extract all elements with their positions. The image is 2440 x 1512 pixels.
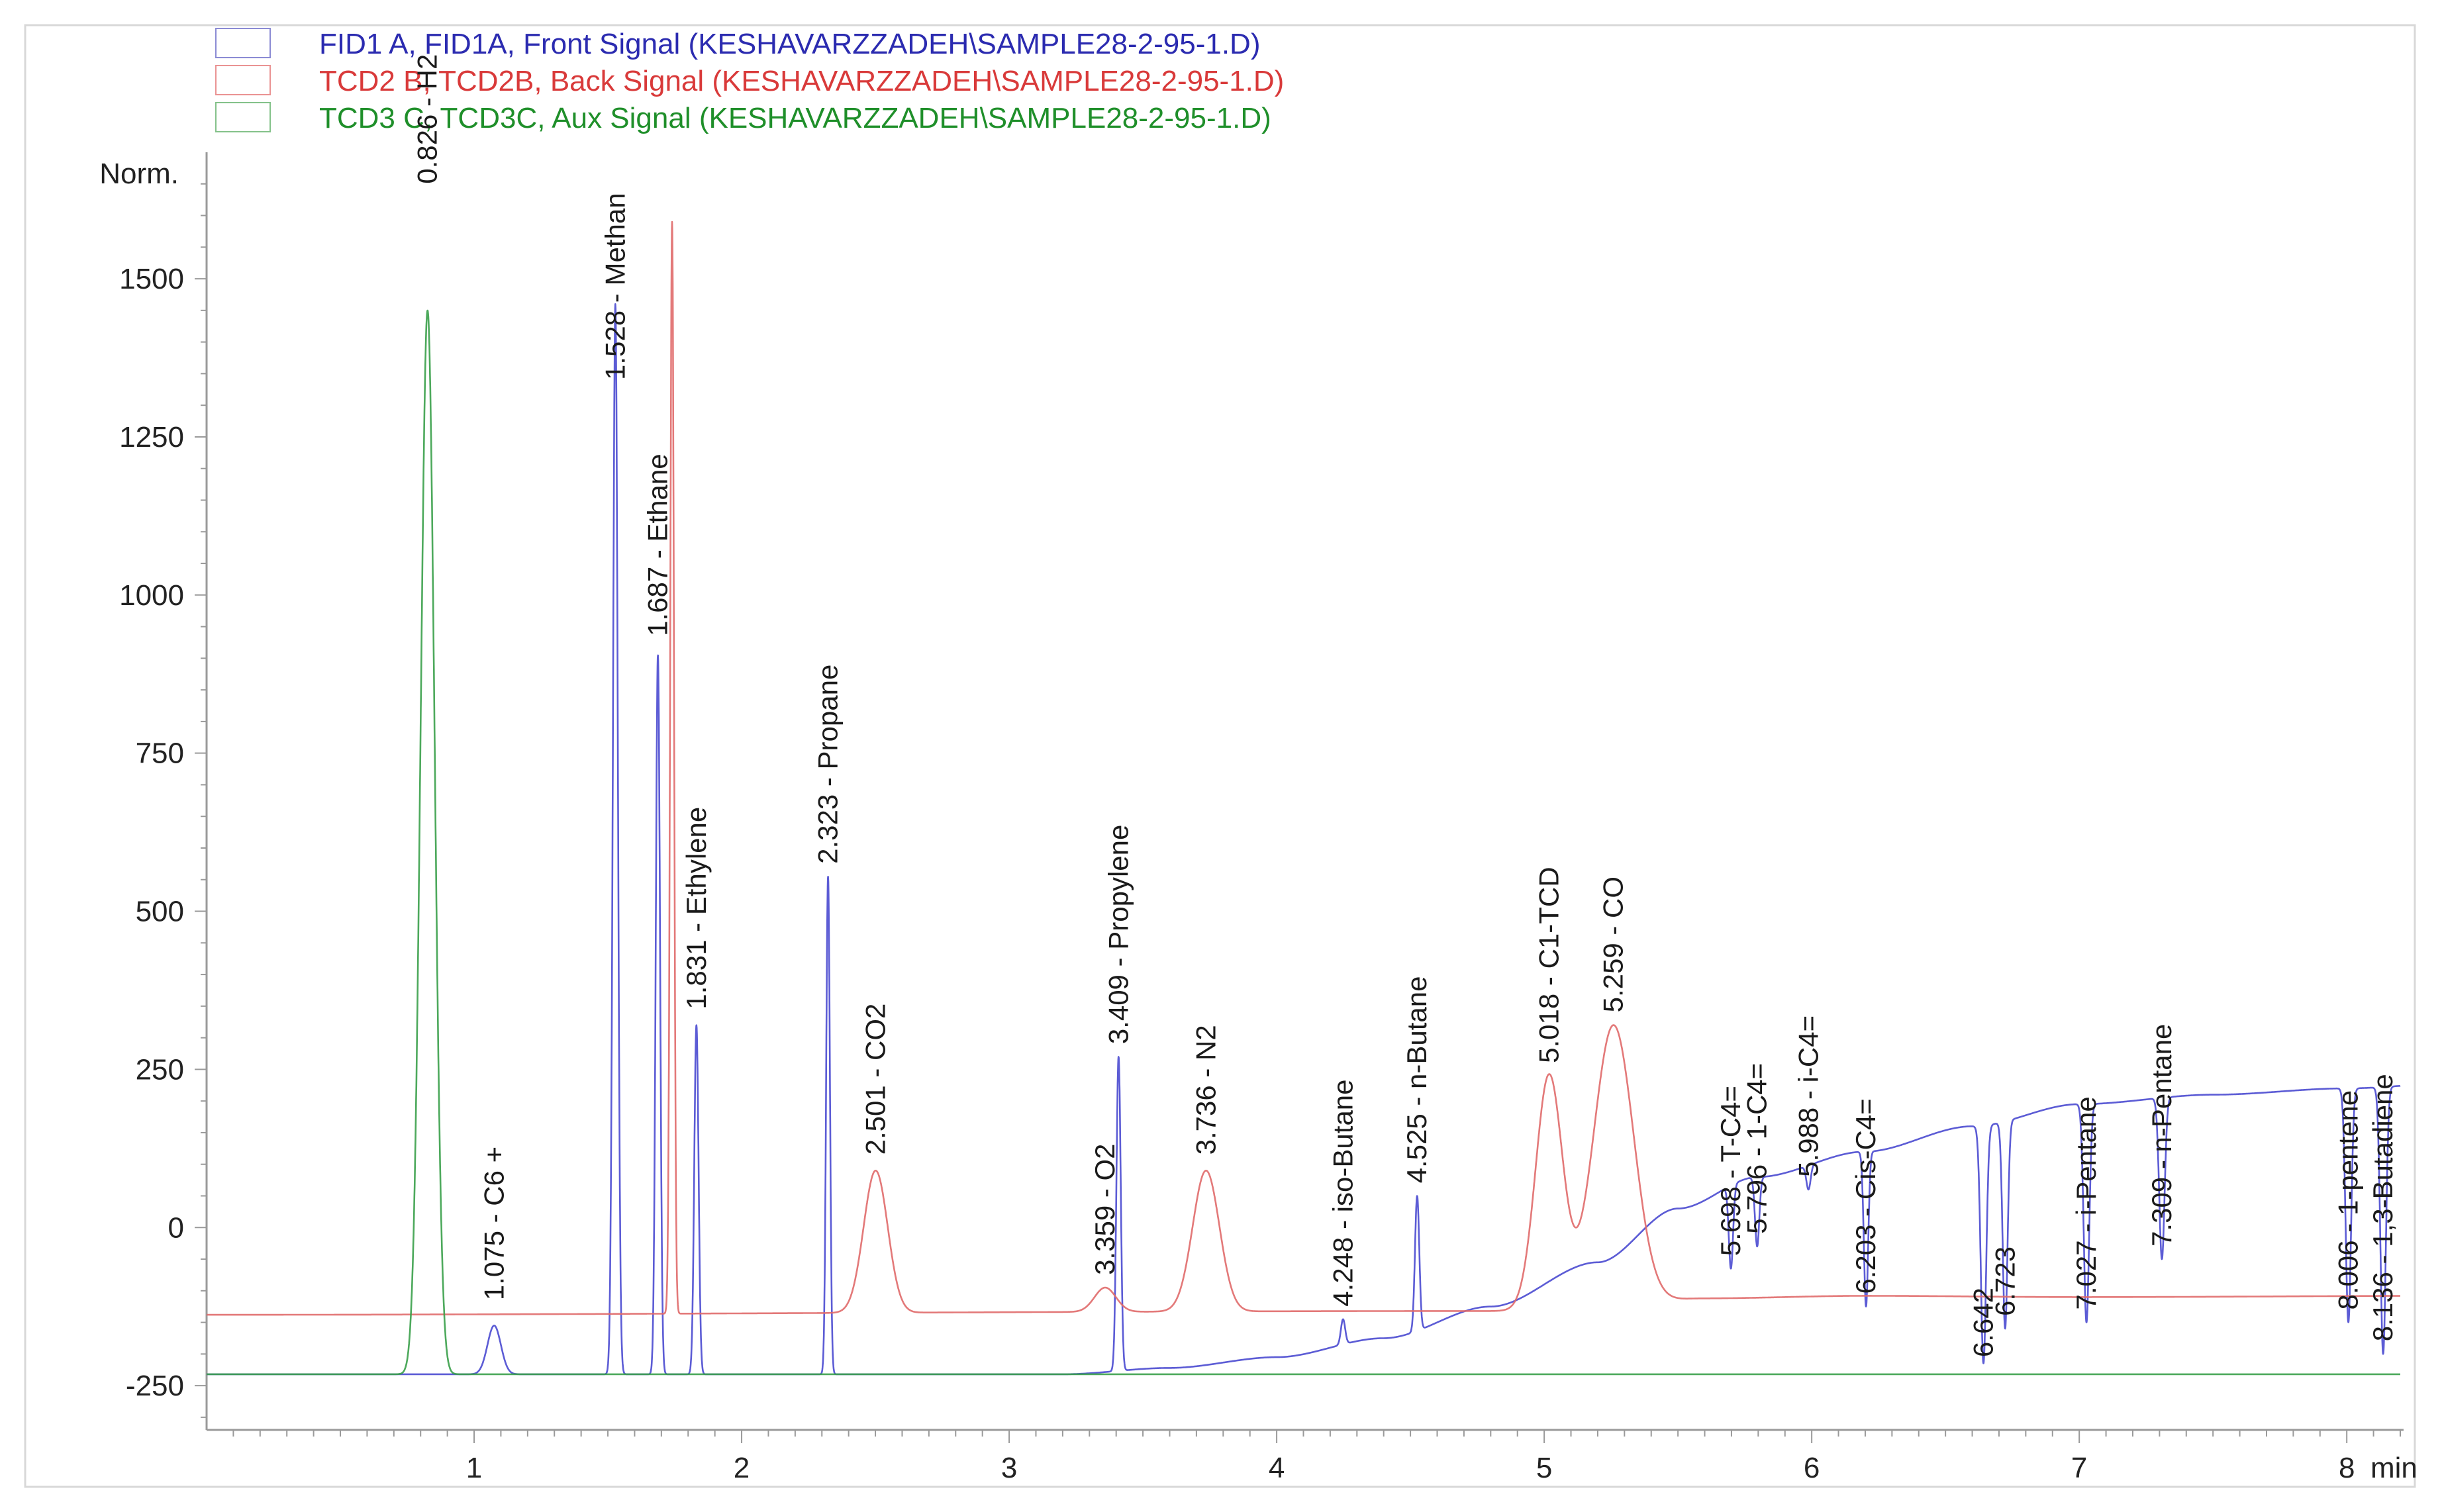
peak-label: 1.528 - Methan bbox=[599, 193, 630, 380]
y-tick-label: -250 bbox=[126, 1370, 184, 1402]
peak-label: 6.203 - Cis-C4= bbox=[1850, 1098, 1881, 1294]
peak-label: 8.136 - 1,3-Butadiene bbox=[2367, 1074, 2398, 1341]
y-tick-label: 0 bbox=[168, 1211, 184, 1244]
peak-label: 8.006 - 1-pentene bbox=[2333, 1090, 2364, 1310]
y-axis-unit: Norm. bbox=[99, 158, 179, 190]
x-axis-unit: min bbox=[2370, 1452, 2417, 1484]
peak-label: 1.831 - Ethylene bbox=[681, 807, 712, 1010]
x-tick-label: 7 bbox=[2071, 1452, 2087, 1484]
series-line-2 bbox=[206, 309, 2401, 1376]
x-tick-label: 4 bbox=[1269, 1452, 1285, 1484]
y-tick-label: 750 bbox=[136, 737, 184, 770]
peak-label: 3.736 - N2 bbox=[1190, 1025, 1221, 1155]
y-tick-label: 1500 bbox=[119, 263, 184, 295]
x-tick-label: 6 bbox=[1804, 1452, 1820, 1484]
figure-frame bbox=[24, 24, 2416, 1488]
peak-label: 1.687 - Ethane bbox=[642, 453, 673, 636]
peak-label: 4.525 - n-Butane bbox=[1401, 976, 1432, 1183]
peak-label: 4.248 - iso-Butane bbox=[1327, 1079, 1358, 1306]
legend-swatch bbox=[215, 65, 271, 95]
peak-label: 7.309 - n-Pentane bbox=[2146, 1024, 2177, 1247]
peak-label: 1.075 - C6 + bbox=[478, 1147, 509, 1300]
y-tick-label: 500 bbox=[136, 896, 184, 928]
peak-label: 2.323 - Propane bbox=[812, 665, 844, 864]
peak-label: 5.988 - i-C4= bbox=[1792, 1016, 1824, 1177]
legend: FID1 A, FID1A, Front Signal (KESHAVARZZA… bbox=[215, 28, 1284, 134]
peak-label: 3.409 - Propylene bbox=[1102, 825, 1134, 1045]
peak-label: 0.826 - H2 bbox=[412, 54, 443, 184]
series-line-1 bbox=[206, 220, 2401, 1316]
legend-entry: TCD3 C, TCD3C, Aux Signal (KESHAVARZZADE… bbox=[319, 102, 1271, 134]
peak-label: 5.018 - C1-TCD bbox=[1533, 867, 1564, 1063]
x-tick-label: 8 bbox=[2339, 1452, 2355, 1484]
axes: -250 0 250 500 750 1000 1250 1500 Norm. 1 2 3 4 5 6 7 8 m… bbox=[99, 152, 2417, 1484]
peak-label: 5.698 - T-C4= bbox=[1715, 1086, 1746, 1256]
peak-label: 2.501 - CO2 bbox=[859, 1004, 891, 1155]
peak-label: 5.259 - CO bbox=[1598, 876, 1629, 1012]
peak-label: 3.359 - O2 bbox=[1089, 1143, 1120, 1274]
legend-swatch bbox=[215, 28, 271, 58]
y-tick-label: 250 bbox=[136, 1053, 184, 1086]
x-tick-label: 2 bbox=[734, 1452, 750, 1484]
series-layer bbox=[206, 220, 2401, 1376]
x-tick-label: 1 bbox=[466, 1452, 482, 1484]
peak-labels: 0.826 - H2 1.075 - C6 + 1.528 - Methan 1.68… bbox=[412, 54, 2398, 1357]
x-tick-label: 3 bbox=[1001, 1452, 1017, 1484]
legend-entry: FID1 A, FID1A, Front Signal (KESHAVARZZA… bbox=[319, 28, 1260, 60]
peak-label: 6.723 bbox=[1989, 1247, 2020, 1316]
legend-entry: TCD2 B, TCD2B, Back Signal (KESHAVARZZAD… bbox=[319, 65, 1284, 97]
y-tick-label: 1000 bbox=[119, 579, 184, 612]
peak-label: 6.642 bbox=[1968, 1288, 1999, 1357]
peak-label: 5.796 - 1-C4= bbox=[1741, 1063, 1773, 1234]
x-tick-label: 5 bbox=[1536, 1452, 1552, 1484]
y-tick-label: 1250 bbox=[119, 421, 184, 453]
peak-label: 7.027 - i-Pentane bbox=[2071, 1096, 2102, 1309]
legend-swatch bbox=[215, 102, 271, 132]
